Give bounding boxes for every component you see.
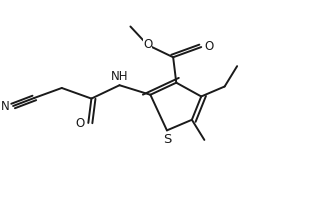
Text: NH: NH bbox=[111, 70, 129, 83]
Text: S: S bbox=[163, 133, 171, 146]
Text: O: O bbox=[76, 117, 85, 130]
Text: O: O bbox=[204, 39, 213, 53]
Text: N: N bbox=[1, 99, 10, 113]
Text: O: O bbox=[143, 38, 152, 51]
